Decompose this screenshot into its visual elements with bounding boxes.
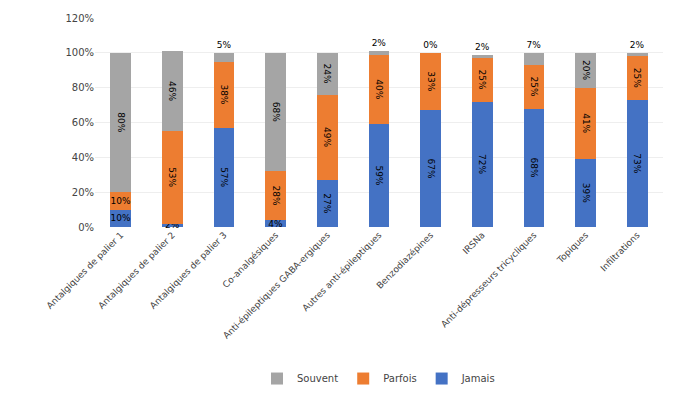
svg-text:80%: 80% — [116, 112, 126, 132]
svg-text:Topiques: Topiques — [555, 230, 591, 266]
svg-text:68%: 68% — [271, 102, 281, 122]
svg-text:Antalgiques de palier 3: Antalgiques de palier 3 — [148, 230, 229, 311]
svg-text:57%: 57% — [219, 167, 229, 187]
svg-text:Benzodiazépines: Benzodiazépines — [375, 230, 436, 291]
svg-text:IRSNa: IRSNa — [461, 230, 487, 256]
svg-text:28%: 28% — [271, 185, 281, 205]
svg-text:68%: 68% — [529, 158, 539, 178]
svg-text:2%: 2% — [372, 38, 387, 48]
svg-text:2%: 2% — [630, 40, 645, 50]
svg-text:60%: 60% — [72, 117, 94, 128]
svg-text:80%: 80% — [72, 82, 94, 93]
svg-text:49%: 49% — [322, 127, 332, 147]
svg-text:Autres anti-épileptiques: Autres anti-épileptiques — [300, 230, 383, 313]
svg-text:72%: 72% — [477, 154, 487, 174]
svg-text:73%: 73% — [632, 153, 642, 173]
svg-text:41%: 41% — [581, 113, 591, 133]
svg-text:4%: 4% — [268, 219, 283, 229]
svg-text:25%: 25% — [632, 68, 642, 88]
svg-text:Anti-épileptiques GABA-ergique: Anti-épileptiques GABA-ergiques — [221, 230, 332, 341]
svg-text:5%: 5% — [217, 40, 232, 50]
svg-text:Antalgiques de palier 2: Antalgiques de palier 2 — [96, 230, 177, 311]
svg-text:40%: 40% — [72, 152, 94, 163]
svg-text:0%: 0% — [78, 222, 94, 233]
svg-text:2%: 2% — [165, 220, 180, 230]
svg-text:39%: 39% — [581, 183, 591, 203]
svg-text:25%: 25% — [477, 70, 487, 90]
svg-text:27%: 27% — [322, 193, 332, 213]
svg-text:100%: 100% — [65, 47, 94, 58]
svg-text:24%: 24% — [322, 64, 332, 84]
svg-text:2%: 2% — [475, 42, 490, 52]
svg-text:Infiltrations: Infiltrations — [598, 230, 641, 273]
svg-text:10%: 10% — [111, 196, 131, 206]
svg-text:33%: 33% — [426, 71, 436, 91]
svg-text:20%: 20% — [72, 187, 94, 198]
svg-text:46%: 46% — [167, 81, 177, 101]
svg-text:25%: 25% — [529, 77, 539, 97]
svg-text:40%: 40% — [374, 79, 384, 99]
svg-text:Antalgiques de palier 1: Antalgiques de palier 1 — [45, 230, 126, 311]
svg-text:Jamais: Jamais — [461, 373, 495, 384]
svg-text:Souvent: Souvent — [297, 373, 338, 384]
svg-text:59%: 59% — [374, 165, 384, 185]
svg-text:38%: 38% — [219, 84, 229, 104]
svg-text:10%: 10% — [111, 213, 131, 223]
svg-text:Anti-dépresseurs tricycliques: Anti-dépresseurs tricycliques — [439, 230, 539, 330]
svg-text:20%: 20% — [581, 60, 591, 80]
svg-text:0%: 0% — [423, 40, 438, 50]
svg-text:Co-analgésiques: Co-analgésiques — [221, 230, 281, 290]
svg-text:53%: 53% — [167, 167, 177, 187]
svg-text:67%: 67% — [426, 158, 436, 178]
svg-text:120%: 120% — [65, 13, 94, 24]
svg-text:Parfois: Parfois — [383, 373, 416, 384]
svg-text:7%: 7% — [527, 40, 542, 50]
